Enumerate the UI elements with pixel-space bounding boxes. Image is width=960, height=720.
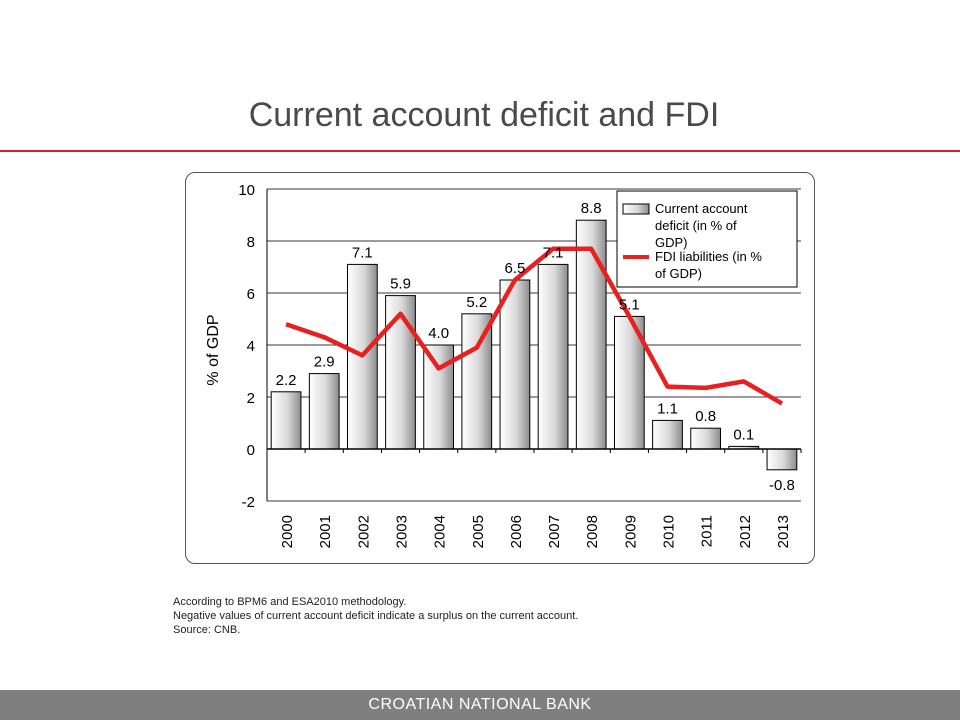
footer-bank-name: CROATIAN NATIONAL BANK [368,696,592,713]
chart-frame: 2.2 2.9 7.1 5.9 4.0 5.2 6.5 7.1 8.8 5.1 1.1 0.8 0.1 -… [185,172,815,564]
note-negative-values: Negative values of current account defic… [173,610,579,622]
bar-2007 [537,263,569,450]
chart-svg: 2.2 2.9 7.1 5.9 4.0 5.2 6.5 7.1 8.8 5.1 1.1 0.8 0.1 -… [205,182,802,548]
x-tick-label: 2008 [584,515,601,548]
bar-2013 [766,448,798,471]
y-tick-label: 8 [247,234,255,251]
y-tick-label: 4 [247,338,255,355]
bar-2000 [270,391,302,450]
bar-data-label: 5.1 [619,296,640,313]
bar-data-label: 8.8 [581,200,602,217]
x-tick-label: 2011 [699,515,716,547]
bar-data-label: -0.8 [769,477,795,494]
bar-data-label: 4.0 [428,325,449,342]
y-tick-label: 2 [247,390,255,407]
legend-box [616,190,798,288]
x-tick-label: 2000 [279,515,296,548]
bar-2003 [385,295,416,450]
bar-2005 [461,313,493,450]
y-tick-label: 6 [247,286,255,303]
bar-data-label: 0.1 [733,426,754,443]
bar-2011 [690,427,722,450]
title-rule [0,150,960,152]
x-tick-label: 2003 [394,515,411,548]
bar-data-label: 5.9 [390,276,411,293]
bar-data-label: 7.1 [543,244,564,261]
legend-label-bar: Current account deficit (in % of GDP) [655,201,748,250]
bar-2006 [499,279,531,450]
slide-title: Current account deficit and FDI [248,96,720,134]
bar-data-label: 7.1 [352,244,373,261]
x-tick-label: 2004 [432,515,449,548]
bar-data-label: 5.2 [466,294,487,311]
bar-data-label: 2.9 [314,354,335,371]
x-tick-label: 2001 [317,515,334,548]
bar-2001 [308,373,340,450]
bar-data-label: 6.5 [504,260,525,277]
x-tick-label: 2002 [355,515,372,548]
bar-data-label: 2.2 [276,372,297,389]
y-tick-label: 0 [247,442,255,459]
bar-2010 [652,419,683,450]
y-axis-title: % of GDP [205,314,222,385]
x-tick-label: 2013 [775,515,792,548]
x-tick-label: 2010 [661,515,678,548]
y-tick-label: 10 [238,182,255,199]
note-methodology: According to BPM6 and ESA2010 methodolog… [173,596,407,608]
x-tick-label: 2005 [470,515,487,548]
note-source: Source: CNB. [173,624,241,636]
footer-bar: CROATIAN NATIONAL BANK [0,690,960,720]
x-tick-label: 2009 [622,515,639,548]
x-tick-label: 2012 [737,515,754,548]
bar-data-label: 0.8 [695,408,716,425]
fdi-line [285,246,784,406]
x-tick-label: 2007 [546,515,563,548]
legend-label-line: FDI liabilities (in % of GDP) [655,249,762,281]
bar-2008 [575,219,607,450]
y-tick-label: -2 [242,494,255,511]
bar-data-label: 1.1 [657,400,678,417]
x-tick-label: 2006 [508,515,525,548]
chart-notes: According to BPM6 and ESA2010 methodolog… [173,595,578,637]
legend-swatch-bar [622,203,650,215]
